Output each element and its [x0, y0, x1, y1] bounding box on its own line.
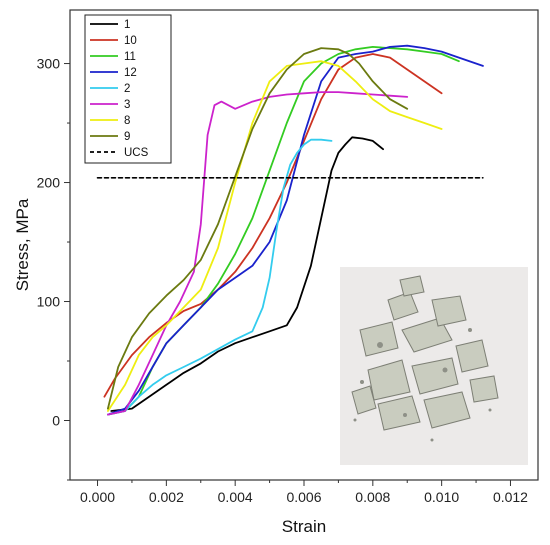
legend-label-10: 10: [124, 35, 137, 47]
series-line-8: [107, 60, 443, 412]
series-line-3: [107, 91, 409, 416]
x-axis-title: Strain: [282, 517, 326, 536]
legend-label-8: 8: [124, 115, 130, 127]
y-tick-label: 300: [37, 56, 61, 72]
legend-label-12: 12: [124, 67, 137, 79]
inset-photo: [340, 267, 528, 465]
y-tick-label: 100: [37, 294, 61, 310]
series-line-2: [107, 138, 333, 416]
x-tick-label: 0.010: [424, 489, 459, 505]
x-tick-label: 0.004: [218, 489, 253, 505]
series-line-10: [103, 53, 443, 398]
y-tick-label: 200: [37, 175, 61, 191]
x-tick-label: 0.000: [80, 489, 115, 505]
legend-label-9: 9: [124, 131, 130, 143]
legend-label-2: 2: [124, 83, 130, 95]
legend-label-1: 1: [124, 19, 130, 31]
x-tick-label: 0.008: [355, 489, 390, 505]
legend: 1 10 11 12 2 3 8 9 UCS: [84, 14, 172, 164]
legend-label-3: 3: [124, 99, 130, 111]
legend-label-11: 11: [124, 51, 136, 63]
legend-label-ucs: UCS: [124, 147, 149, 159]
series-line-9: [107, 47, 409, 410]
series-line-12: [107, 44, 484, 416]
x-tick-label: 0.012: [493, 489, 528, 505]
x-tick-label: 0.002: [149, 489, 184, 505]
y-axis-title: Stress, MPa: [13, 198, 32, 291]
x-tick-label: 0.006: [286, 489, 321, 505]
series-line-1: [110, 136, 384, 412]
y-tick-label: 0: [52, 413, 60, 429]
